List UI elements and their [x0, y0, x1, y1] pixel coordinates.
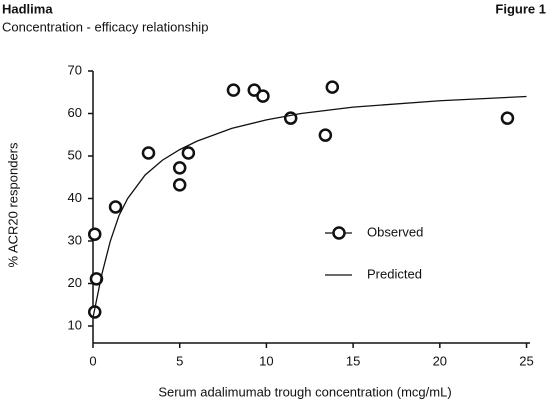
x-axis-label: Serum adalimumab trough concentration (m…: [158, 384, 451, 399]
observed-point: [325, 80, 340, 94]
y-tick-label: 30: [68, 232, 82, 247]
x-tick-label: 5: [176, 353, 183, 368]
y-tick-label: 60: [68, 105, 82, 120]
x-tick-label: 10: [259, 353, 273, 368]
observed-point: [226, 83, 241, 97]
x-tick-label: 25: [519, 353, 533, 368]
chart-title: Hadlima: [2, 1, 53, 16]
y-tick-label: 70: [68, 62, 82, 77]
y-tick-label: 20: [68, 275, 82, 290]
observed-point: [141, 146, 156, 160]
observed-point: [181, 146, 196, 160]
y-tick-label: 50: [68, 147, 82, 162]
observed-point: [89, 272, 104, 286]
observed-point: [172, 178, 187, 192]
observed-point: [87, 227, 102, 241]
observed-point: [318, 128, 333, 142]
x-tick-label: 0: [89, 353, 96, 368]
x-tick-label: 15: [346, 353, 360, 368]
x-tick-label: 20: [433, 353, 447, 368]
legend-marker: [332, 226, 346, 240]
legend-label: Predicted: [367, 266, 422, 281]
y-axis-label: % ACR20 responders: [5, 142, 20, 268]
observed-point: [500, 111, 515, 125]
figure-label: Figure 1: [495, 1, 546, 16]
chart-subtitle: Concentration - efficacy relationship: [2, 19, 208, 34]
y-tick-label: 40: [68, 190, 82, 205]
observed-point: [108, 200, 123, 214]
observed-point: [256, 89, 270, 103]
y-tick-label: 10: [68, 317, 82, 332]
legend-label: Observed: [367, 224, 423, 239]
predicted-line: [92, 95, 527, 318]
observed-point: [172, 161, 187, 175]
